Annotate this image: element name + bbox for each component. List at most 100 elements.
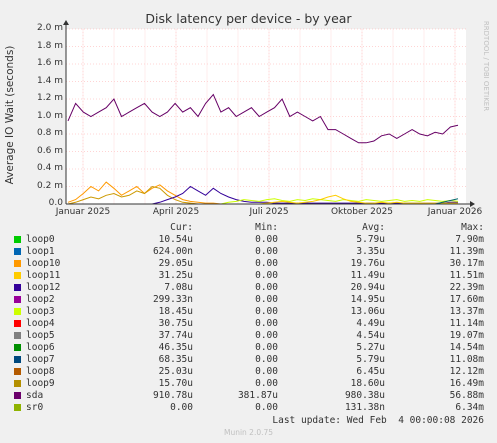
legend-cur-value: 31.25u xyxy=(158,270,193,281)
legend-row: loop6 46.35u 0.00 5.27u 14.54m xyxy=(14,342,484,354)
legend-series-name: loop6 xyxy=(26,342,55,353)
legend-row: loop10 29.05u 0.00 19.76u 30.17m xyxy=(14,258,484,270)
x-axis-arrow xyxy=(470,201,475,207)
legend-row: loop8 25.03u 0.00 6.45u 12.12m xyxy=(14,366,484,378)
legend-cur-value: 7.08u xyxy=(164,282,193,293)
legend-swatch xyxy=(14,260,21,267)
legend-swatch xyxy=(14,236,21,243)
legend-swatch xyxy=(14,296,21,303)
legend-cur-value: 29.05u xyxy=(158,258,193,269)
x-tick-label: Januar 2026 xyxy=(427,207,483,217)
legend-series-name: loop9 xyxy=(26,378,55,389)
legend-avg-value: 980.38u xyxy=(344,390,385,401)
legend-header-min: Min: xyxy=(255,222,278,233)
legend-row: loop4 30.75u 0.00 4.49u 11.14m xyxy=(14,318,484,330)
legend-min-value: 0.00 xyxy=(255,342,278,353)
legend-header: Cur: Min: Avg: Max: xyxy=(14,222,484,234)
legend-avg-value: 4.54u xyxy=(356,330,385,341)
legend-row: loop2 299.33n 0.00 14.95u 17.60m xyxy=(14,294,484,306)
legend-row: loop3 18.45u 0.00 13.06u 13.37m xyxy=(14,306,484,318)
legend-cur-value: 68.35u xyxy=(158,354,193,365)
legend-min-value: 0.00 xyxy=(255,294,278,305)
y-tick-label: 0.0 xyxy=(48,198,63,208)
legend-cur-value: 15.70u xyxy=(158,378,193,389)
y-tick-label: 0.2 m xyxy=(37,180,63,191)
legend-max-value: 17.60m xyxy=(449,294,484,305)
legend-avg-value: 131.38n xyxy=(344,402,385,413)
legend-swatch xyxy=(14,320,21,327)
legend-swatch xyxy=(14,356,21,363)
legend-min-value: 0.00 xyxy=(255,378,278,389)
legend-series-name: sr0 xyxy=(26,402,44,413)
x-tick-label: Juli 2025 xyxy=(249,207,289,217)
legend-row: loop5 37.74u 0.00 4.54u 19.07m xyxy=(14,330,484,342)
legend-cur-value: 10.54u xyxy=(158,234,193,245)
legend-avg-value: 5.27u xyxy=(356,342,385,353)
legend-cur-value: 30.75u xyxy=(158,318,193,329)
legend-row: loop7 68.35u 0.00 5.79u 11.08m xyxy=(14,354,484,366)
x-tick-label: Januar 2025 xyxy=(55,207,111,217)
legend-avg-value: 5.79u xyxy=(356,234,385,245)
legend-cur-value: 25.03u xyxy=(158,366,193,377)
legend-max-value: 11.51m xyxy=(449,270,484,281)
legend-max-value: 12.12m xyxy=(449,366,484,377)
legend-max-value: 6.34m xyxy=(455,402,484,413)
legend-min-value: 381.87u xyxy=(237,390,278,401)
legend-max-value: 22.39m xyxy=(449,282,484,293)
axes xyxy=(63,20,475,207)
legend-row: loop12 7.08u 0.00 20.94u 22.39m xyxy=(14,282,484,294)
legend-header-avg: Avg: xyxy=(362,222,385,233)
legend-header-cur: Cur: xyxy=(170,222,193,233)
y-tick-label: 1.4 m xyxy=(37,75,63,86)
legend-max-value: 7.90m xyxy=(455,234,484,245)
x-tick-label: Oktober 2025 xyxy=(330,207,394,217)
footer: Munin 2.0.75 xyxy=(223,428,274,437)
legend-cur-value: 46.35u xyxy=(158,342,193,353)
legend-cur-value: 624.00n xyxy=(152,246,193,257)
legend-cur-value: 910.78u xyxy=(152,390,193,401)
legend-max-value: 16.49m xyxy=(449,378,484,389)
last-update: Last update: Wed Feb 4 00:00:08 2026 xyxy=(272,415,484,426)
legend-avg-value: 4.49u xyxy=(356,318,385,329)
legend-series-name: loop5 xyxy=(26,330,55,341)
y-tick-label: 0.4 m xyxy=(37,163,63,173)
legend-cur-value: 37.74u xyxy=(158,330,193,341)
legend-swatch xyxy=(14,404,21,411)
legend-swatch xyxy=(14,380,21,387)
grid-lines xyxy=(66,28,466,204)
legend-swatch xyxy=(14,272,21,279)
legend-max-value: 14.54m xyxy=(449,342,484,353)
legend-row: loop9 15.70u 0.00 18.60u 16.49m xyxy=(14,378,484,390)
legend-min-value: 0.00 xyxy=(255,270,278,281)
legend-series-name: loop7 xyxy=(26,354,55,365)
legend-swatch xyxy=(14,308,21,315)
legend-series-name: loop4 xyxy=(26,318,55,329)
legend-swatch xyxy=(14,248,21,255)
legend-swatch xyxy=(14,284,21,291)
legend-min-value: 0.00 xyxy=(255,318,278,329)
legend-avg-value: 11.49u xyxy=(350,270,385,281)
legend-row: sr0 0.00 0.00 131.38n 6.34m xyxy=(14,402,484,414)
legend-series-name: sda xyxy=(26,390,44,401)
legend-min-value: 0.00 xyxy=(255,234,278,245)
side-label: RRDTOOL / TOBI OETIKER xyxy=(482,20,490,112)
legend-row: loop1 624.00n 0.00 3.35u 11.39m xyxy=(14,246,484,258)
legend-cur-value: 299.33n xyxy=(152,294,193,305)
legend-header-max: Max: xyxy=(461,222,484,233)
y-tick-label: 1.2 m xyxy=(37,93,63,103)
legend-max-value: 11.08m xyxy=(449,354,484,365)
legend-max-value: 11.39m xyxy=(449,246,484,257)
legend-series-name: loop8 xyxy=(26,366,55,377)
legend-series-name: loop0 xyxy=(26,234,55,245)
legend-avg-value: 14.95u xyxy=(350,294,385,305)
legend-avg-value: 19.76u xyxy=(350,258,385,269)
y-tick-label: 1.8 m xyxy=(37,40,63,51)
legend-swatch xyxy=(14,344,21,351)
legend-min-value: 0.00 xyxy=(255,258,278,269)
y-tick-label: 1.6 m xyxy=(37,58,63,68)
legend-min-value: 0.00 xyxy=(255,306,278,317)
legend-avg-value: 13.06u xyxy=(350,306,385,317)
chart-title: Disk latency per device - by year xyxy=(145,11,352,26)
legend-min-value: 0.00 xyxy=(255,282,278,293)
